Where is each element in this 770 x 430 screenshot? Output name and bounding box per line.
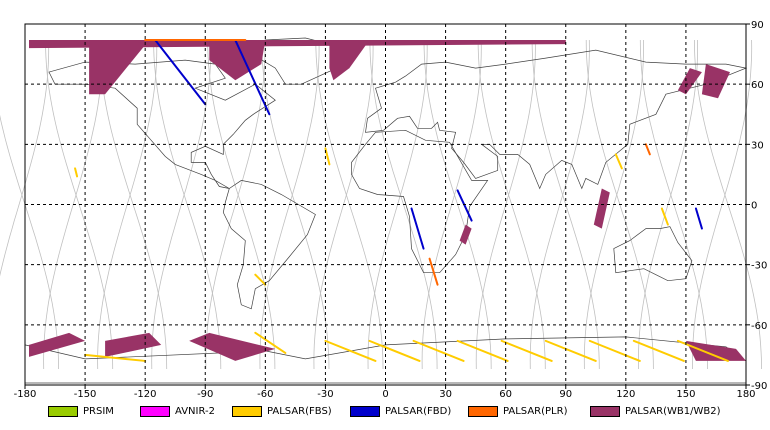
fbs-pass — [456, 339, 509, 362]
wb-swath-north — [29, 40, 566, 49]
y-tick-label: 90 — [751, 20, 764, 31]
x-tick-label: 0 — [382, 389, 388, 400]
x-tick-label: -180 — [14, 389, 37, 400]
legend-swatch-palsar-fbs — [232, 405, 262, 417]
fbs-pass — [412, 339, 465, 362]
legend-swatch-palsar-fbd — [350, 405, 380, 417]
legend-label-avnir2: AVNIR-2 — [175, 405, 215, 417]
legend-swatch-palsar-wb — [590, 405, 620, 417]
plr-pass — [644, 143, 651, 156]
fbs-pass — [632, 339, 685, 362]
wb-swath — [329, 40, 370, 81]
y-tick-label: -60 — [751, 321, 767, 332]
graticule-grid — [25, 24, 746, 385]
axis-ticks: -180 -150 -120 -90 -60 -30 0 30 60 90 120 150 180 90 6… — [14, 20, 768, 400]
wb-swath — [701, 64, 730, 99]
coastline — [222, 180, 316, 310]
fbd-pass — [694, 207, 703, 230]
legend: PRSIM AVNIR-2 PALSAR(FBS) PALSAR(FBD) PA… — [0, 400, 770, 422]
wb-swath-south — [105, 332, 162, 357]
x-tick-label: 90 — [559, 389, 572, 400]
y-tick-label: 30 — [751, 140, 764, 151]
coastline — [613, 226, 693, 282]
y-tick-label: -30 — [751, 261, 767, 272]
x-tick-label: 120 — [616, 389, 635, 400]
x-tick-label: 60 — [499, 389, 512, 400]
legend-swatch-avnir2 — [140, 405, 170, 417]
coastline — [48, 59, 276, 189]
legend-swatch-prsim — [48, 405, 78, 417]
fbs-pass — [254, 273, 267, 286]
wb-swath — [459, 224, 472, 245]
x-tick-label: 180 — [736, 389, 755, 400]
fbs-pass — [254, 331, 287, 354]
y-tick-label: 0 — [751, 201, 757, 212]
x-tick-label: -120 — [134, 389, 157, 400]
x-tick-label: 30 — [439, 389, 452, 400]
legend-label-palsar-fbd: PALSAR(FBD) — [385, 405, 452, 417]
fbs-pass — [500, 339, 553, 362]
x-tick-label: -90 — [197, 389, 213, 400]
fbs-pass — [74, 167, 79, 178]
legend-item-palsar-plr: PALSAR(PLR) — [468, 403, 567, 419]
legend-item-avnir2: AVNIR-2 — [140, 403, 215, 419]
fbs-pass — [368, 339, 421, 362]
x-tick-label: -30 — [317, 389, 333, 400]
legend-item-palsar-fbd: PALSAR(FBD) — [350, 403, 451, 419]
legend-label-palsar-wb: PALSAR(WB1/WB2) — [625, 405, 721, 417]
fbd-pass — [234, 39, 271, 116]
fbs-pass — [324, 147, 331, 166]
coastline — [365, 49, 748, 190]
y-tick-label: 60 — [751, 80, 764, 91]
legend-label-prsim: PRSIM — [83, 405, 114, 417]
wb-swath-south — [29, 332, 86, 357]
fbs-pass — [84, 353, 147, 362]
wb-swath — [593, 188, 610, 229]
plr-pass — [428, 257, 439, 286]
legend-label-palsar-fbs: PALSAR(FBS) — [267, 405, 332, 417]
fbs-pass — [660, 207, 669, 226]
fbs-pass — [544, 339, 597, 362]
legend-swatch-palsar-plr — [468, 405, 498, 417]
fbs-pass — [588, 339, 641, 362]
fbs-pass — [614, 153, 623, 170]
wb-swath — [89, 40, 150, 95]
wb-swath-south — [685, 340, 746, 361]
coastline — [351, 129, 489, 274]
legend-item-palsar-wb: PALSAR(WB1/WB2) — [590, 403, 721, 419]
x-tick-label: -60 — [257, 389, 273, 400]
fbd-pass — [410, 207, 425, 250]
orbit-track — [0, 39, 50, 277]
fbd-pass — [456, 189, 473, 222]
fbs-pass — [324, 339, 377, 362]
legend-label-palsar-plr: PALSAR(PLR) — [503, 405, 568, 417]
y-tick-label: -90 — [751, 381, 767, 392]
wb-swath-south — [189, 332, 276, 361]
wb-swath — [677, 68, 702, 95]
observation-swaths — [29, 39, 746, 362]
fbd-pass — [154, 39, 207, 106]
legend-item-prsim: PRSIM — [48, 403, 114, 419]
wb-swath — [209, 40, 266, 81]
legend-item-palsar-fbs: PALSAR(FBS) — [232, 403, 332, 419]
x-tick-label: 150 — [676, 389, 695, 400]
x-tick-label: -150 — [74, 389, 97, 400]
